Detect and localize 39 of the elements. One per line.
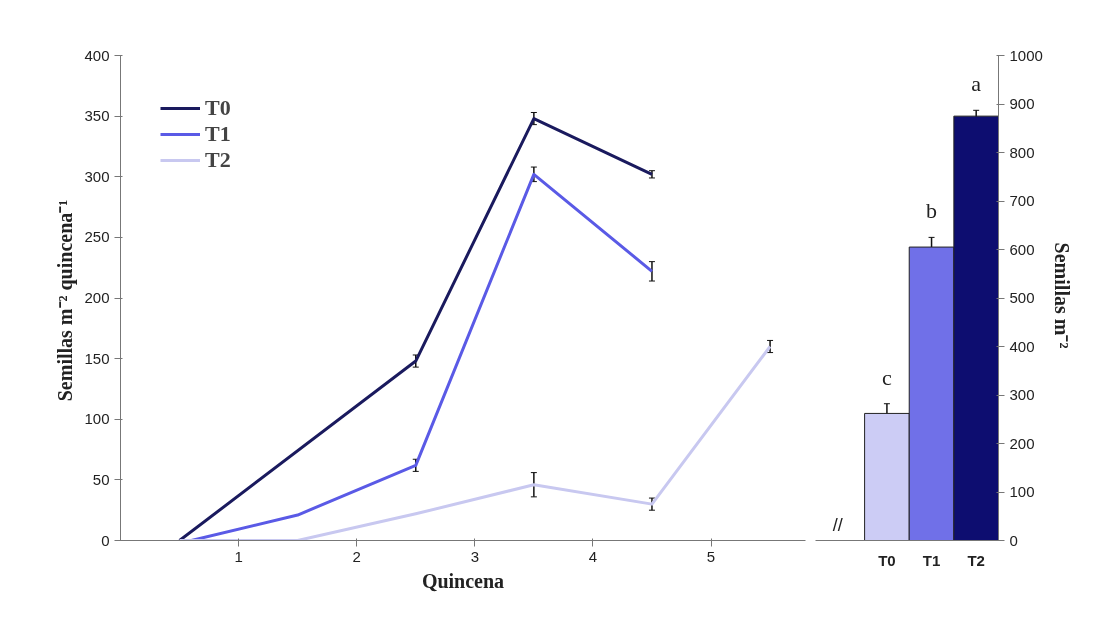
- y-tick-label: 400: [84, 46, 110, 64]
- x-tick-label: T2: [967, 551, 985, 569]
- y-tick-label: 150: [84, 349, 110, 367]
- annotation: c: [882, 364, 893, 390]
- y-tick-label: 800: [1009, 143, 1035, 161]
- legend-label: T2: [205, 147, 231, 173]
- y-tick-label: 200: [1009, 434, 1035, 452]
- legend-label: T1: [205, 121, 231, 147]
- x-tick-label: 1: [234, 547, 243, 565]
- y-tick-label: 0: [1009, 531, 1018, 549]
- y-axis-title: Semillas m⁻² quincena⁻¹: [54, 199, 78, 402]
- y-tick-label: 1000: [1009, 46, 1043, 64]
- annotation: a: [971, 71, 982, 97]
- y-tick-label: 100: [1009, 483, 1035, 500]
- line-series: [178, 345, 772, 541]
- y-tick-label: 50: [92, 470, 110, 488]
- x-axis-title: Quincena: [421, 569, 505, 592]
- y-tick-label: 350: [84, 107, 110, 125]
- y-tick-label: 250: [84, 228, 110, 246]
- y-tick-label: 0: [101, 531, 110, 549]
- y-tick-label: 200: [84, 289, 110, 306]
- y-tick-label: 100: [84, 410, 110, 428]
- x-tick-label: T0: [878, 551, 896, 569]
- x-tick-label: 2: [352, 547, 361, 565]
- y-tick-label: 600: [1009, 240, 1035, 258]
- y-tick-label: 700: [1009, 192, 1035, 209]
- legend-label: T0: [205, 95, 231, 121]
- text: //: [832, 514, 843, 535]
- y-tick-label: 400: [1009, 337, 1035, 355]
- x-tick-label: 4: [588, 547, 598, 565]
- x-tick-label: 5: [706, 547, 716, 565]
- annotation: b: [926, 198, 938, 224]
- x-tick-label: T1: [922, 551, 941, 569]
- y-tick-label: 900: [1009, 95, 1035, 112]
- y-axis-title: Semillas m⁻²: [1050, 242, 1073, 349]
- y-tick-label: 300: [1009, 386, 1035, 403]
- y-tick-label: 300: [84, 167, 110, 185]
- x-tick-label: 3: [470, 547, 479, 565]
- y-tick-label: 500: [1009, 289, 1035, 306]
